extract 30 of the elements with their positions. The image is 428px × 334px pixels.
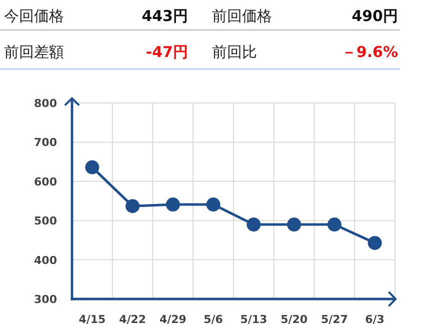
x-tick-label: 5/13 [240, 313, 268, 326]
x-tick-label: 5/27 [320, 313, 348, 326]
point [287, 218, 302, 232]
text: 443円 [142, 7, 188, 25]
x-tick-label: 4/22 [119, 313, 146, 326]
text: 今回価格 [4, 7, 64, 25]
y-tick-label: 300 [34, 293, 58, 306]
y-tick-label: 700 [34, 136, 58, 150]
text: 前回価格 [212, 7, 272, 25]
text: 490円 [352, 7, 398, 25]
point [85, 160, 100, 174]
point [206, 198, 220, 212]
y-tick-label: 800 [34, 97, 58, 110]
x-tick-label: 4/15 [78, 313, 106, 326]
text: -47円 [146, 43, 188, 61]
y-tick-label: 600 [34, 175, 58, 188]
point [327, 218, 342, 232]
y-tick-label: 400 [34, 254, 58, 267]
text: 前回比 [212, 43, 257, 61]
point [246, 218, 261, 232]
point [126, 199, 140, 214]
text: 前回差額 [4, 43, 64, 61]
x-tick-label: 5/20 [280, 313, 308, 326]
point [368, 236, 382, 250]
x-tick-label: 5/6 [204, 313, 224, 326]
x-tick-label: 4/29 [159, 313, 186, 326]
y-tick-label: 500 [34, 214, 58, 228]
point [166, 198, 180, 212]
x-tick-label: 6/3 [365, 313, 384, 326]
text: －9.6% [341, 43, 398, 61]
